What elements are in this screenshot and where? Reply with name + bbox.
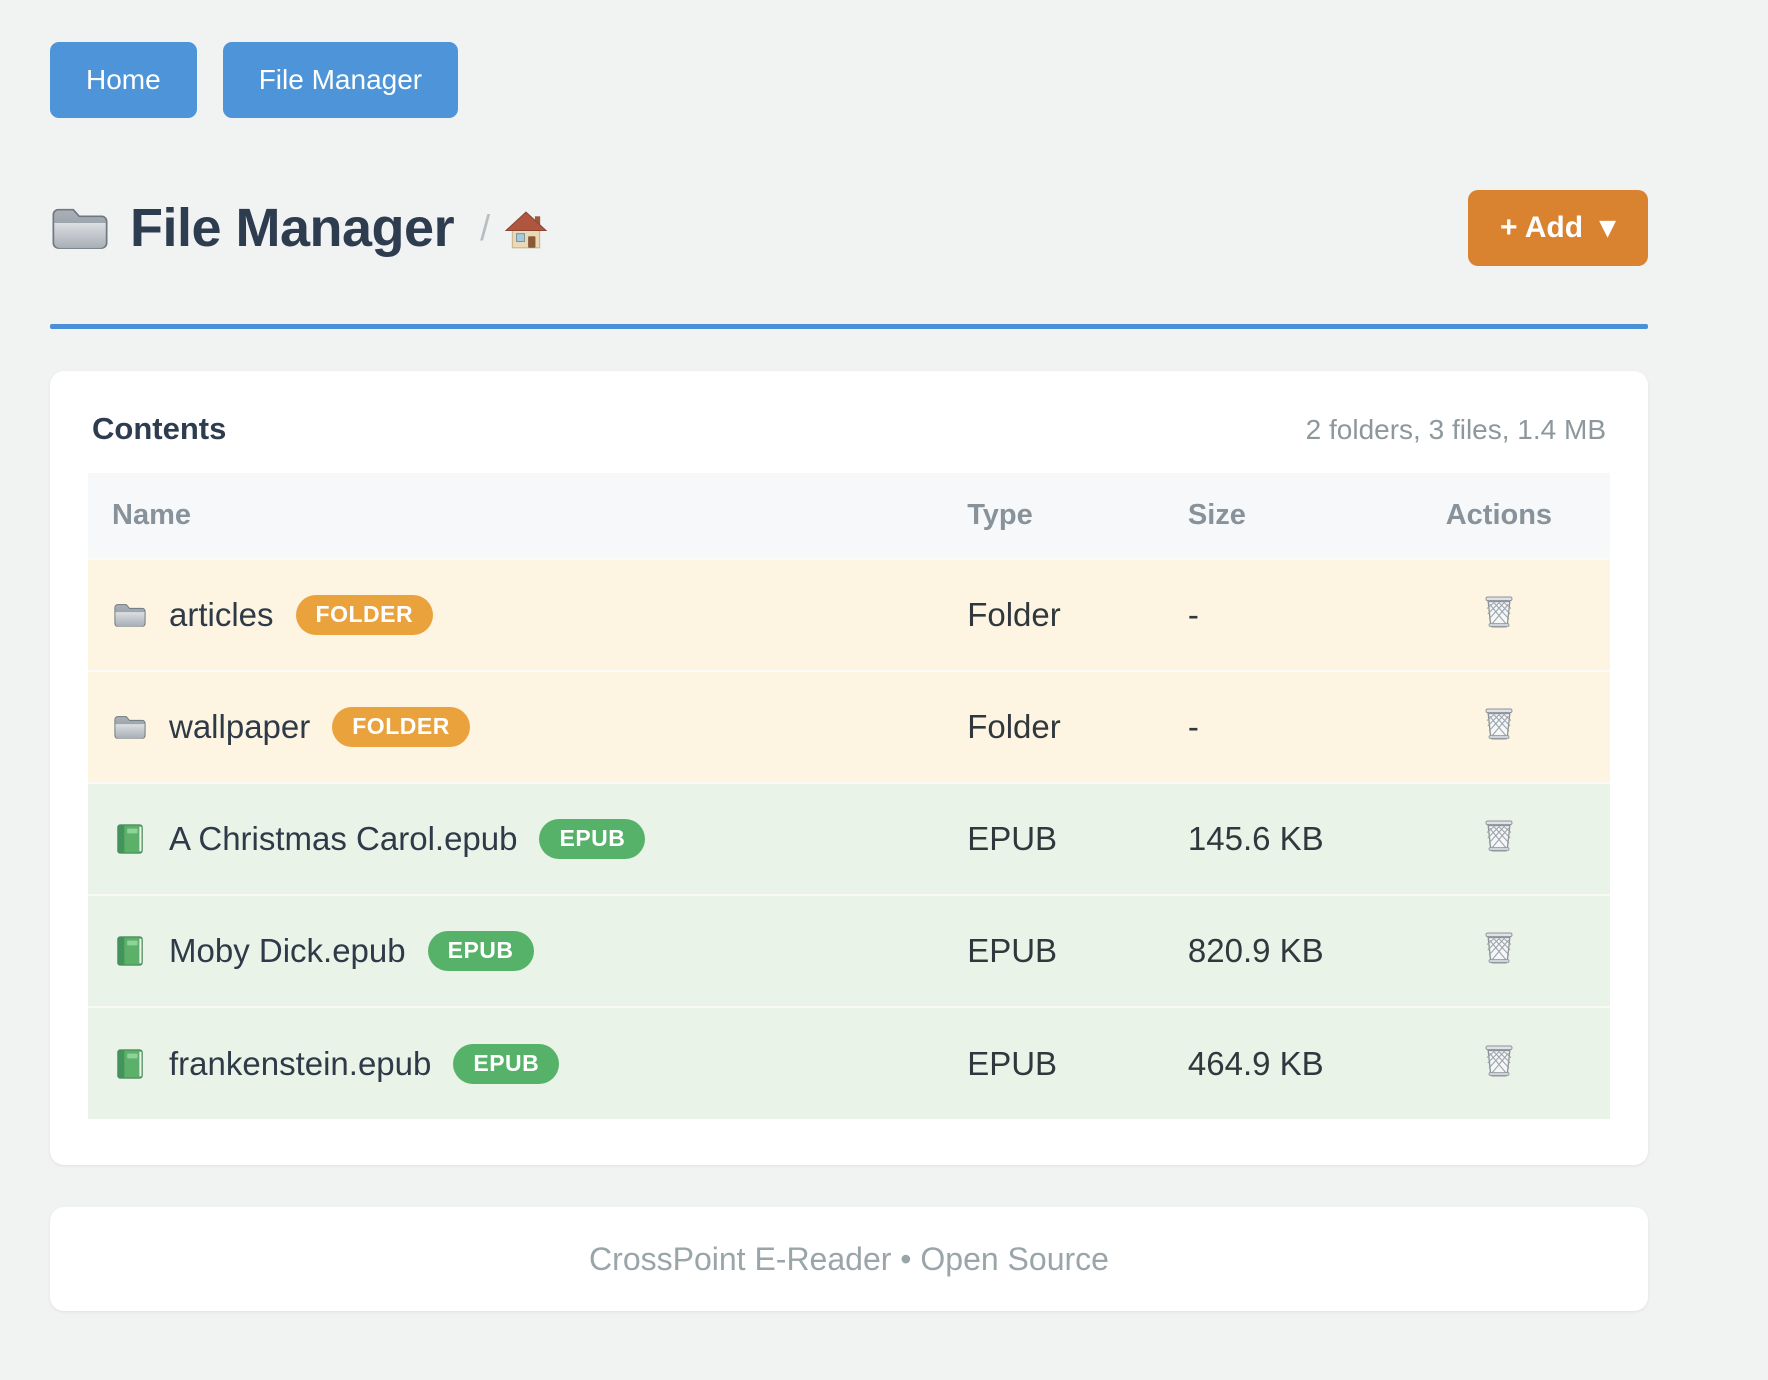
type-badge: FOLDER xyxy=(332,707,470,747)
file-size: 145.6 KB xyxy=(1187,820,1324,857)
delete-button[interactable] xyxy=(1482,593,1516,629)
caret-down-icon: ▼ xyxy=(1599,216,1616,241)
contents-summary: 2 folders, 3 files, 1.4 MB xyxy=(1305,414,1606,445)
table-row[interactable]: A Christmas Carol.epub EPUB EPUB 145.6 K… xyxy=(88,783,1610,895)
file-size: - xyxy=(1187,596,1199,633)
table-row[interactable]: articles FOLDER Folder - xyxy=(88,559,1610,671)
column-header-type: Type xyxy=(966,473,1187,559)
file-type: EPUB xyxy=(967,820,1058,857)
delete-button[interactable] xyxy=(1482,705,1516,741)
column-header-size: Size xyxy=(1186,473,1388,559)
header-divider xyxy=(50,324,1648,329)
file-type: EPUB xyxy=(967,932,1058,969)
trash-icon xyxy=(1482,817,1516,853)
file-name[interactable]: Moby Dick.epub xyxy=(169,932,406,969)
column-header-actions: Actions xyxy=(1387,473,1610,559)
file-name[interactable]: wallpaper xyxy=(169,708,311,745)
breadcrumb-separator: / xyxy=(480,207,491,248)
type-badge: EPUB xyxy=(453,1043,560,1084)
nav-button-home[interactable]: Home xyxy=(50,42,197,118)
page-header: File Manager / + Add ▼ xyxy=(50,188,1648,268)
type-badge: FOLDER xyxy=(295,595,434,635)
folder-icon xyxy=(50,203,110,253)
type-badge: EPUB xyxy=(539,819,646,859)
footer-text: CrossPoint E-Reader • Open Source xyxy=(589,1240,1109,1277)
contents-card-header: Contents 2 folders, 3 files, 1.4 MB xyxy=(88,411,1610,447)
page-container: Home File Manager File Manager / + Add ▼… xyxy=(50,0,1648,1311)
trash-icon xyxy=(1482,705,1516,741)
file-type: Folder xyxy=(967,596,1061,633)
table-row[interactable]: Moby Dick.epub EPUB EPUB 820.9 KB xyxy=(88,895,1610,1007)
contents-title: Contents xyxy=(92,411,227,446)
file-type: EPUB xyxy=(967,1044,1058,1082)
delete-button[interactable] xyxy=(1482,1042,1516,1078)
top-nav: Home File Manager xyxy=(50,0,1648,118)
file-table: Name Type Size Actions articles FOLDER xyxy=(88,473,1610,1119)
column-header-name: Name xyxy=(88,473,967,559)
nav-button-file-manager[interactable]: File Manager xyxy=(222,42,459,118)
folder-icon xyxy=(113,599,147,631)
footer: CrossPoint E-Reader • Open Source xyxy=(50,1207,1648,1311)
book-icon xyxy=(113,1048,147,1080)
file-size: 464.9 KB xyxy=(1187,1044,1324,1082)
file-name[interactable]: frankenstein.epub xyxy=(169,1044,432,1082)
trash-icon xyxy=(1482,1042,1516,1078)
page-title: File Manager xyxy=(130,198,455,258)
file-size: - xyxy=(1187,708,1199,745)
title-group: File Manager / xyxy=(50,197,548,259)
type-badge: EPUB xyxy=(427,931,534,971)
folder-icon xyxy=(113,711,147,743)
table-header-row: Name Type Size Actions xyxy=(88,473,1610,559)
book-icon xyxy=(113,935,147,967)
trash-icon xyxy=(1482,593,1516,629)
book-icon xyxy=(113,823,147,855)
home-icon[interactable] xyxy=(504,210,548,252)
contents-card: Contents 2 folders, 3 files, 1.4 MB Name… xyxy=(50,371,1648,1165)
file-type: Folder xyxy=(967,708,1061,745)
add-button-label: + Add xyxy=(1500,211,1584,244)
delete-button[interactable] xyxy=(1482,929,1516,965)
table-row[interactable]: frankenstein.epub EPUB EPUB 464.9 KB xyxy=(88,1007,1610,1119)
delete-button[interactable] xyxy=(1482,817,1516,853)
add-button[interactable]: + Add ▼ xyxy=(1468,190,1648,266)
file-size: 820.9 KB xyxy=(1187,932,1324,969)
table-row[interactable]: wallpaper FOLDER Folder - xyxy=(88,671,1610,783)
file-name[interactable]: A Christmas Carol.epub xyxy=(169,820,518,857)
file-name[interactable]: articles xyxy=(169,596,274,633)
trash-icon xyxy=(1482,929,1516,965)
